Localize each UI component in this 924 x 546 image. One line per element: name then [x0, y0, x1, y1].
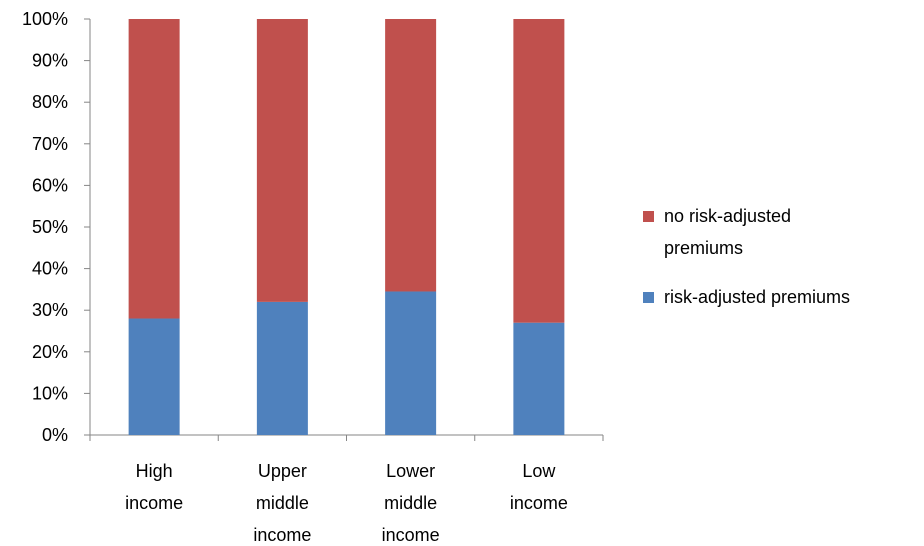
y-tick-label: 0% [42, 425, 68, 445]
x-tick-label-line: middle [256, 493, 309, 513]
y-tick-label: 90% [32, 51, 68, 71]
y-tick-label: 80% [32, 92, 68, 112]
y-tick-label: 50% [32, 217, 68, 237]
x-tick-label-line: income [510, 493, 568, 513]
legend-label: risk-adjusted premiums [664, 287, 850, 307]
legend-swatch [643, 211, 654, 222]
y-tick-label: 30% [32, 300, 68, 320]
legend-label-line: premiums [664, 238, 743, 258]
legend-label: no risk-adjusted premiums [664, 206, 791, 258]
y-tick-label: 40% [32, 259, 68, 279]
x-tick-label-line: Lower [386, 461, 435, 481]
y-tick-label: 20% [32, 342, 68, 362]
bar-no-risk-adjusted-premiums [385, 19, 437, 292]
bar-no-risk-adjusted-premiums [513, 19, 565, 323]
y-tick-label: 10% [32, 383, 68, 403]
bar-risk-adjusted-premiums [385, 291, 437, 435]
x-tick-label: Lower middle income [382, 461, 440, 545]
x-tick-label: Low income [510, 461, 568, 513]
bar-risk-adjusted-premiums [513, 322, 565, 435]
legend-label-line: no risk-adjusted [664, 206, 791, 226]
y-tick-label: 100% [22, 9, 68, 29]
bar-risk-adjusted-premiums [128, 318, 180, 435]
x-tick-label-line: income [125, 493, 183, 513]
bar-risk-adjusted-premiums [256, 301, 308, 435]
legend-swatch [643, 292, 654, 303]
x-tick-label-line: middle [384, 493, 437, 513]
x-tick-label-line: Upper [258, 461, 307, 481]
bars [128, 19, 565, 435]
bar-no-risk-adjusted-premiums [128, 19, 180, 319]
x-tick-label-line: High [136, 461, 173, 481]
x-tick-label-line: Low [522, 461, 556, 481]
y-tick-label: 60% [32, 175, 68, 195]
x-tick-label: High income [125, 461, 183, 513]
y-tick-label: 70% [32, 134, 68, 154]
x-tick-label: Upper middle income [253, 461, 311, 545]
legend: no risk-adjusted premiums risk-adjusted pr… [643, 206, 850, 307]
x-axis: High income Upper middle income Lower middle in… [89, 434, 604, 545]
x-tick-label-line: income [382, 525, 440, 545]
legend-label-line: risk-adjusted premiums [664, 287, 850, 307]
bar-no-risk-adjusted-premiums [256, 19, 308, 302]
x-tick-label-line: income [253, 525, 311, 545]
y-axis: 0% 10% 20% 30% 40% 50% 60% 70% 80% 90% 100% [22, 9, 91, 445]
